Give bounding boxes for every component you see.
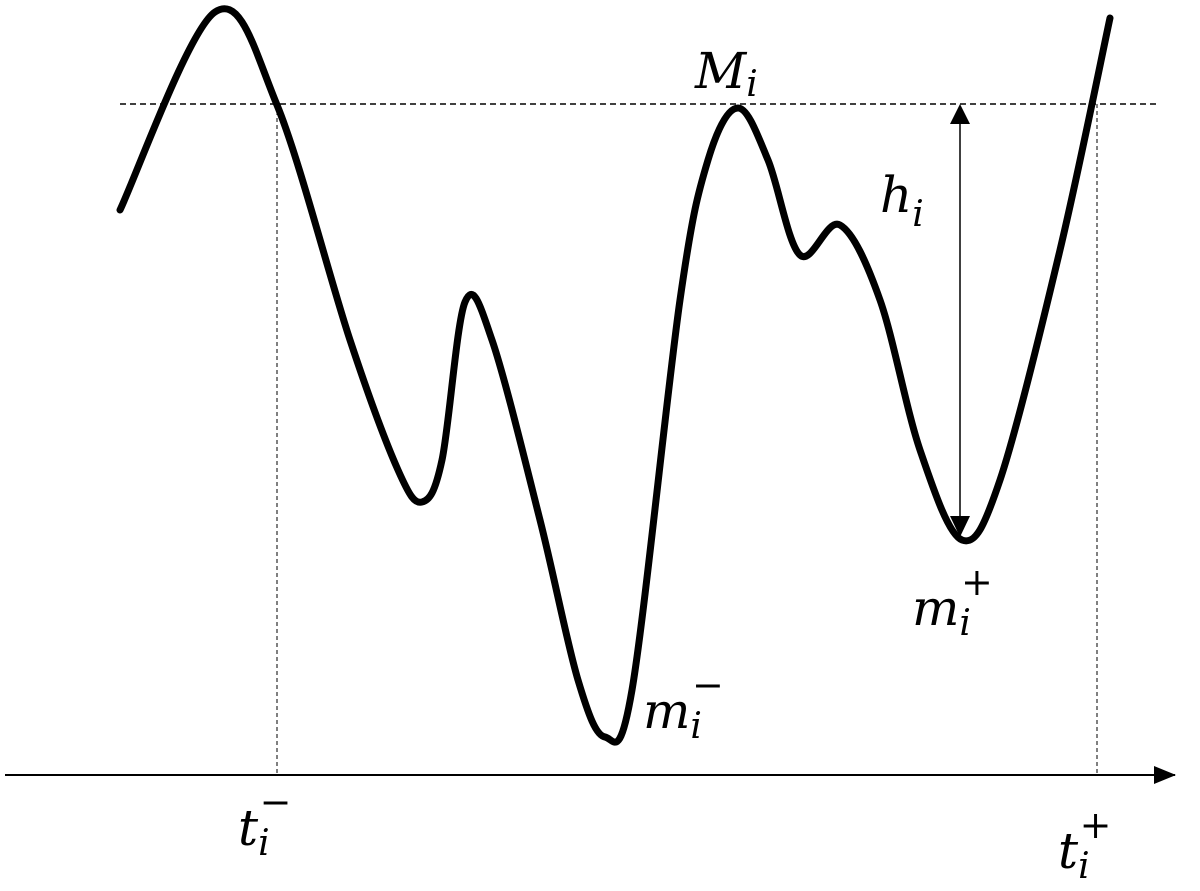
- label-m-i-minus: mi−: [643, 663, 724, 747]
- label-M-i: Mi: [694, 42, 758, 105]
- signal-curve: [116, 5, 1114, 746]
- label-t-i-plus: ti+: [1058, 803, 1111, 887]
- label-t-i-minus: ti−: [238, 780, 291, 864]
- height-arrow-head-down: [950, 516, 970, 537]
- label-m-i-plus: mi+: [912, 560, 993, 644]
- height-arrow-head-up: [950, 104, 970, 124]
- label-h-i: hi: [880, 166, 924, 235]
